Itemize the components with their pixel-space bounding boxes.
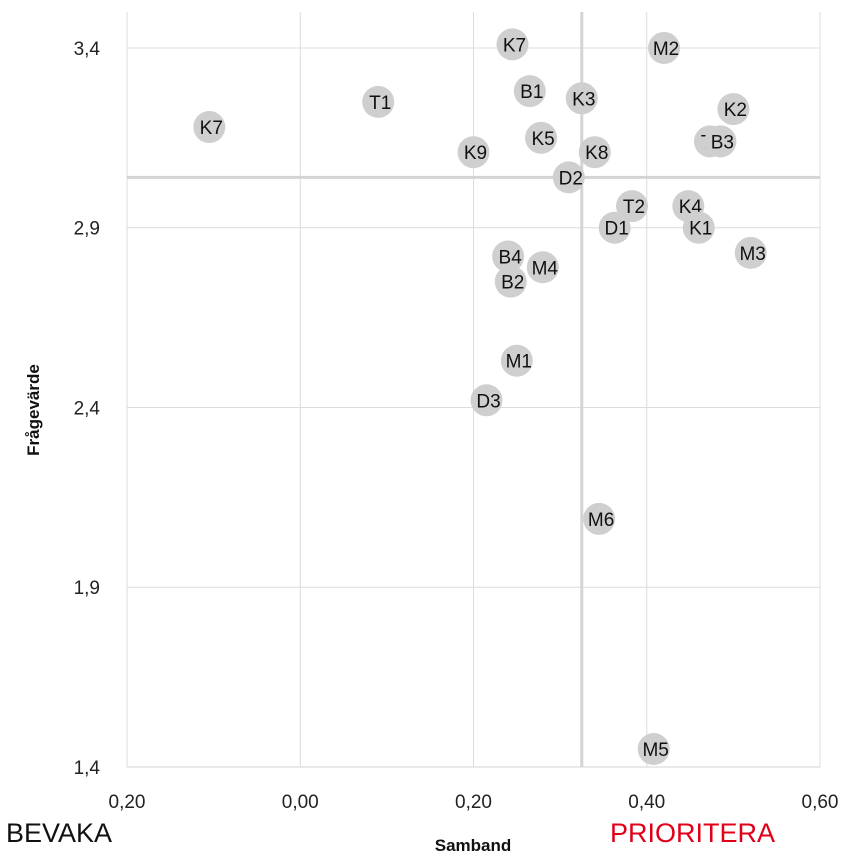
data-point-marker xyxy=(648,31,681,64)
x-tick-label: 0,00 xyxy=(282,792,319,813)
data-point-label: K5 xyxy=(531,129,554,150)
data-point-label: K3 xyxy=(572,89,595,110)
data-point-marker xyxy=(470,384,503,417)
data-point-marker xyxy=(492,240,525,273)
x-axis-title: Samband xyxy=(435,836,512,855)
data-point-marker xyxy=(552,161,585,194)
data-point-label: M4 xyxy=(532,258,559,279)
y-tick-label: 2,4 xyxy=(74,398,101,419)
data-point-label: K2 xyxy=(724,100,747,121)
data-point-label: D2 xyxy=(559,168,583,189)
y-tick-label: 2,9 xyxy=(74,219,100,240)
data-point-marker xyxy=(525,121,558,154)
data-point-marker xyxy=(513,75,546,108)
data-point-label: D3 xyxy=(476,391,500,412)
x-tick-label: 0,40 xyxy=(628,792,665,813)
x-tick-label: 0,20 xyxy=(109,792,146,813)
grid-lines xyxy=(126,12,821,768)
y-tick-label: 3,4 xyxy=(74,39,101,60)
data-point-marker xyxy=(704,125,737,158)
data-point-label: M3 xyxy=(739,244,765,265)
data-point-marker xyxy=(616,190,649,223)
data-point-marker xyxy=(500,344,533,377)
reference-lines xyxy=(127,12,820,767)
data-point-label: M2 xyxy=(653,39,679,60)
data-point-marker xyxy=(457,136,490,169)
bevaka-label: BEVAKA xyxy=(6,818,113,848)
y-tick-label: 1,9 xyxy=(74,578,100,599)
prioritera-label: PRIORITERA xyxy=(610,818,776,848)
data-point-marker xyxy=(598,211,631,244)
y-tick-label: 1,4 xyxy=(74,758,101,779)
data-point-marker xyxy=(717,93,750,126)
data-point-marker xyxy=(496,28,529,61)
data-point-marker xyxy=(565,82,598,115)
x-tick-label: 0,60 xyxy=(802,792,839,813)
data-point-label: B3 xyxy=(711,132,734,153)
data-point-label: K7 xyxy=(200,118,223,139)
data-point-label: B1 xyxy=(520,82,543,103)
y-axis-title: Frågevärde xyxy=(24,364,43,456)
data-point-label: K9 xyxy=(464,143,487,164)
data-point-marker xyxy=(193,111,226,144)
data-point-label: K8 xyxy=(585,143,608,164)
data-point-marker xyxy=(362,85,395,118)
data-point-marker xyxy=(583,502,616,535)
data-point-label: M1 xyxy=(506,352,532,373)
data-point-label: T1 xyxy=(369,93,391,114)
data-point-label: B4 xyxy=(499,247,523,268)
data-points: K7M2B1T1K3K2K7K5T3B3K9K8D2T2K4D1K1M3B4M4… xyxy=(193,28,767,766)
data-point-marker xyxy=(494,265,527,298)
data-point-marker xyxy=(578,136,611,169)
tick-labels: 0,20 0,00 0,20 0,40 0,60 1,4 1,9 2,4 2,9 3,4 xyxy=(74,39,839,813)
data-point-label: D1 xyxy=(605,219,629,240)
data-point-label: K1 xyxy=(689,219,712,240)
data-point-label: M5 xyxy=(642,740,668,761)
data-point-marker xyxy=(526,251,559,284)
data-point-label: M6 xyxy=(588,510,614,531)
x-tick-label: 0,20 xyxy=(455,792,492,813)
data-point-label: B2 xyxy=(501,273,524,294)
data-point-marker xyxy=(734,236,767,269)
data-point-label: K7 xyxy=(503,35,526,56)
data-point-label: T2 xyxy=(623,197,645,218)
data-point-marker xyxy=(637,733,670,766)
data-point-marker xyxy=(682,211,715,244)
